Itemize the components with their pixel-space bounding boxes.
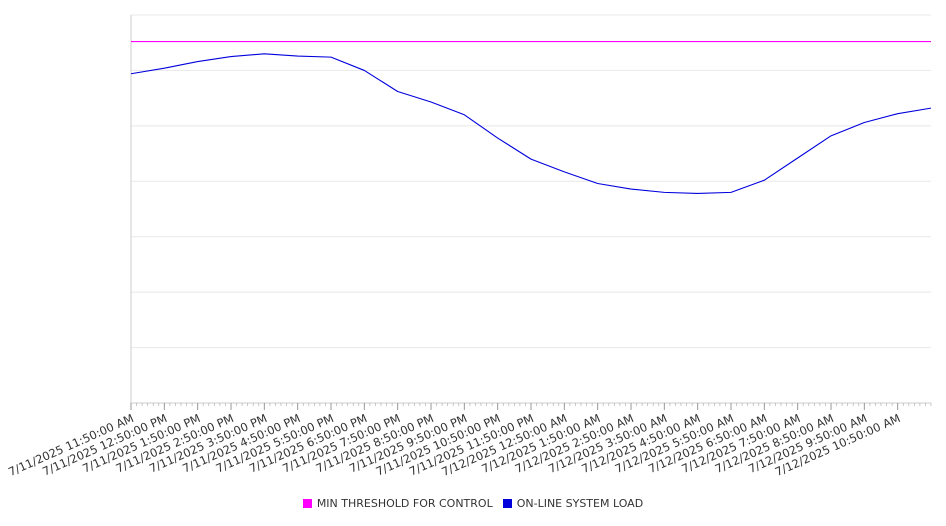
series-lines [130, 41, 932, 195]
grid-lines [131, 14, 931, 349]
chart-legend: MIN THRESHOLD FOR CONTROL ON-LINE SYSTEM… [0, 497, 946, 510]
legend-item-system-load[interactable]: ON-LINE SYSTEM LOAD [502, 497, 644, 510]
legend-swatch-min-threshold [302, 499, 312, 508]
series-line-1 [130, 53, 932, 195]
x-axis-tick-labels: 7/11/2025 11:50:00 AM7/11/2025 12:50:00 … [6, 411, 902, 479]
x-axis-major-ticks [130, 403, 899, 410]
legend-label-system-load: ON-LINE SYSTEM LOAD [516, 497, 644, 510]
legend-label-min-threshold: MIN THRESHOLD FOR CONTROL [316, 497, 493, 510]
legend-swatch-system-load [502, 499, 512, 508]
legend-item-min-threshold[interactable]: MIN THRESHOLD FOR CONTROL [302, 497, 493, 510]
